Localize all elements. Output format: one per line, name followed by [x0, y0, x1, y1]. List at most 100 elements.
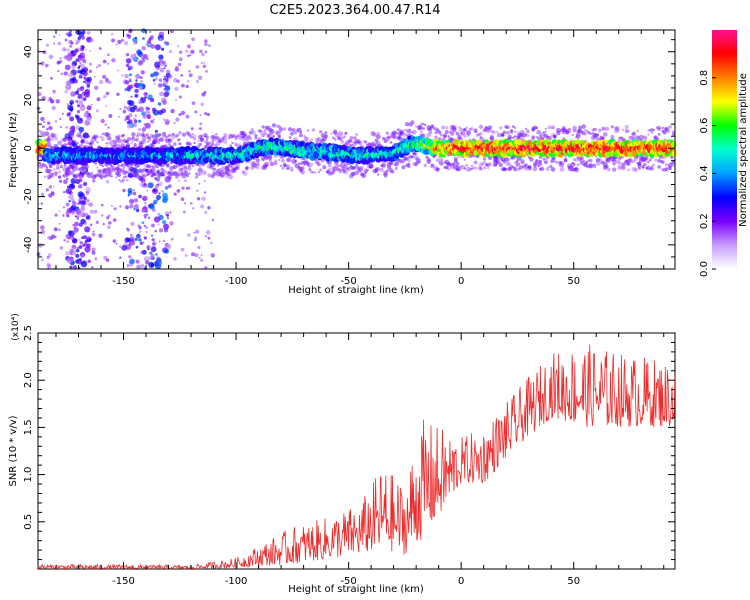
ridge-halo-cell — [547, 125, 552, 130]
noise-cell — [94, 75, 96, 78]
noise-cell — [176, 189, 181, 193]
ridge-halo-cell — [327, 168, 332, 172]
ridge-halo-cell — [439, 161, 444, 166]
noise-cell — [64, 38, 68, 42]
ridge-halo-cell — [159, 136, 165, 142]
noise-cell — [138, 120, 141, 122]
noise-cell — [174, 86, 179, 91]
ridge-halo-cell — [63, 163, 67, 167]
ridge-halo-cell — [463, 167, 466, 170]
noise-cell — [40, 229, 46, 235]
ridge-halo-cell — [381, 163, 386, 168]
noise-cell — [187, 51, 189, 54]
ridge-halo-cell — [573, 163, 576, 165]
noise-cell — [149, 251, 153, 255]
ridge-halo-cell — [576, 163, 580, 167]
noise-cell — [166, 214, 170, 217]
ridge-halo-cell — [610, 125, 614, 129]
noise-cell — [62, 206, 66, 209]
ridge-halo-cell — [430, 163, 434, 167]
noise-cell — [178, 142, 182, 146]
ridge-halo-cell — [75, 173, 80, 179]
noise-cell — [88, 218, 91, 221]
ridge-halo-cell — [654, 158, 658, 162]
noise-cell — [163, 41, 168, 45]
ridge-halo-cell — [544, 160, 548, 165]
ridge-halo-cell — [504, 167, 508, 171]
noise-cell — [164, 186, 169, 190]
noise-cell — [176, 79, 180, 83]
noise-cell — [180, 197, 185, 201]
noise-cell — [92, 179, 96, 183]
ridge-halo-cell — [533, 163, 537, 168]
ridge-halo-cell — [271, 123, 276, 128]
noise-cell — [187, 166, 192, 171]
ridge-halo-cell — [308, 168, 312, 172]
noise-cell — [152, 208, 156, 212]
noise-cell — [178, 113, 182, 117]
ridge-halo-cell — [410, 120, 415, 125]
ridge-halo-cell — [110, 175, 113, 178]
noise-cell — [87, 259, 91, 264]
noise-cell — [201, 196, 206, 201]
noise-cell — [119, 256, 122, 260]
noise-cell — [63, 239, 66, 242]
noise-cell — [80, 207, 86, 213]
ridge-halo-cell — [87, 135, 90, 139]
noise-cell — [203, 180, 206, 183]
ridge-halo-cell — [518, 165, 523, 170]
ridge-halo-cell — [278, 158, 281, 162]
noise-cell — [73, 79, 78, 84]
noise-cell — [138, 238, 142, 242]
ridge-halo-cell — [90, 172, 94, 175]
noise-cell — [81, 36, 85, 40]
ridge-halo-cell — [191, 132, 195, 136]
ridge-halo-cell — [242, 171, 248, 177]
ridge-halo-cell — [636, 129, 639, 133]
noise-cell — [163, 88, 166, 91]
noise-cell — [208, 44, 211, 47]
ridge-halo-cell — [46, 169, 52, 174]
ridge-halo-cell — [601, 126, 606, 131]
noise-cell — [158, 240, 161, 243]
noise-cell — [181, 83, 185, 88]
ridge-halo-cell — [463, 134, 467, 138]
noise-cell — [198, 182, 201, 185]
noise-cell — [68, 83, 72, 87]
noise-cell — [153, 216, 161, 223]
noise-cell — [204, 50, 208, 54]
ridge-halo-cell — [268, 159, 272, 163]
noise-cell — [110, 204, 113, 207]
noise-cell — [98, 47, 102, 50]
noise-cell — [164, 121, 170, 126]
ridge-halo-cell — [200, 134, 204, 138]
noise-cell — [123, 105, 128, 110]
noise-cell — [89, 209, 94, 214]
noise-cell — [195, 65, 200, 69]
noise-cell — [102, 222, 105, 226]
ridge-halo-cell — [70, 172, 74, 175]
noise-cell — [102, 74, 107, 79]
noise-cell — [42, 120, 46, 124]
noise-cell — [59, 246, 64, 250]
noise-cell — [141, 46, 146, 51]
ridge-halo-cell — [277, 134, 282, 139]
noise-cell — [201, 52, 205, 57]
noise-cell — [48, 185, 53, 189]
noise-cell — [133, 82, 139, 88]
ridge-halo-cell — [360, 165, 364, 170]
noise-cell — [134, 114, 137, 117]
ridge-halo-cell — [57, 175, 62, 179]
ridge-halo-cell — [544, 130, 547, 133]
ridge-halo-cell — [167, 174, 172, 180]
noise-cell — [81, 91, 87, 96]
noise-cell — [169, 221, 174, 226]
noise-cell — [73, 76, 77, 79]
ridge-halo-cell — [101, 132, 105, 136]
noise-cell — [115, 242, 118, 245]
ridge-halo-cell — [290, 166, 294, 170]
noise-cell — [140, 80, 143, 83]
ridge-halo-cell — [423, 163, 427, 168]
noise-cell — [75, 42, 78, 45]
noise-cell — [50, 99, 55, 104]
